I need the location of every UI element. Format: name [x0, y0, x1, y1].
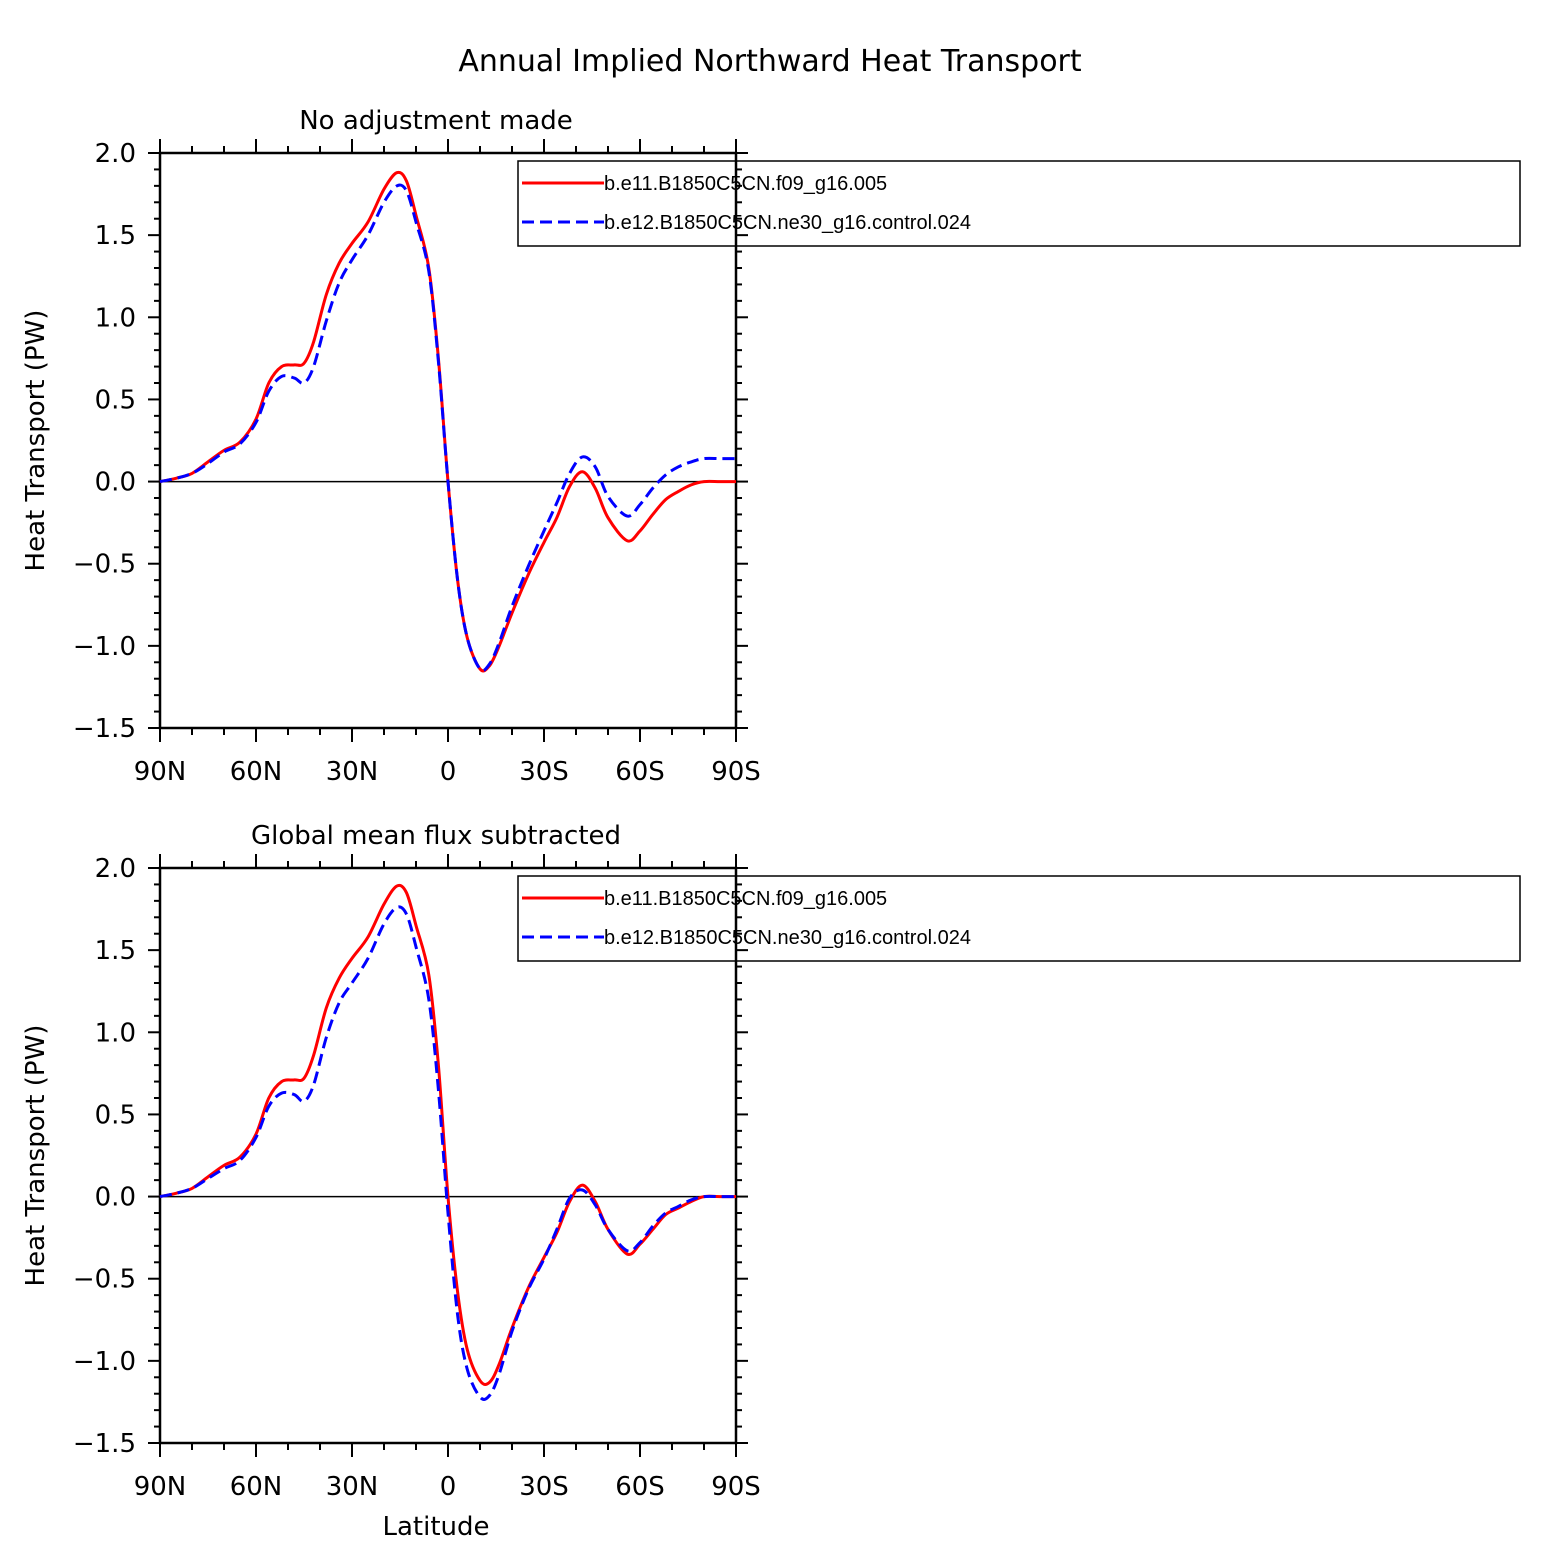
- y-tick-label: −0.5: [73, 550, 136, 580]
- y-tick-label: 1.0: [95, 303, 136, 333]
- legend-label: b.e12.B1850C5CN.ne30_g16.control.024: [604, 212, 971, 234]
- x-tick-label: 60S: [615, 757, 665, 787]
- y-tick-label: 0.0: [95, 468, 136, 498]
- figure-title: Annual Implied Northward Heat Transport: [458, 44, 1082, 79]
- y-tick-label: 1.5: [95, 936, 136, 966]
- series-line-1: [159, 170, 736, 673]
- legend-label: b.e11.B1850C5CN.f09_g16.005: [604, 888, 887, 910]
- legend: b.e11.B1850C5CN.f09_g16.005 b.e12.B1850C5…: [517, 160, 1521, 247]
- x-axis-label: Latitude: [382, 1512, 489, 1541]
- x-tick-label: 30N: [326, 757, 379, 787]
- x-tick-label: 30S: [519, 757, 569, 787]
- y-tick-label: −1.5: [73, 714, 136, 744]
- x-tick-label: 90S: [711, 757, 761, 787]
- y-tick-label: 0.0: [95, 1183, 136, 1213]
- x-tick-label: 60S: [615, 1472, 665, 1502]
- y-tick-label: −1.0: [73, 1347, 136, 1377]
- y-tick-label: 1.5: [95, 221, 136, 251]
- plot-frame: [158, 866, 738, 1445]
- legend-label: b.e11.B1850C5CN.f09_g16.005: [604, 173, 887, 195]
- x-tick-label: 30N: [326, 1472, 379, 1502]
- y-tick-label: 0.5: [95, 1100, 136, 1130]
- legend-box: [517, 160, 1521, 247]
- legend: b.e11.B1850C5CN.f09_g16.005 b.e12.B1850C5…: [517, 875, 1521, 962]
- legend-label: b.e12.B1850C5CN.ne30_g16.control.024: [604, 927, 971, 949]
- series-line-2: [159, 183, 736, 673]
- x-tick-label: 90N: [134, 1472, 187, 1502]
- chart-panel-2: Global mean flux subtracted 2.0 1.5 1.0 0.5 0…: [21, 821, 1521, 1541]
- x-tick-label: 60N: [230, 1472, 283, 1502]
- x-tick-label: 30S: [519, 1472, 569, 1502]
- chart-panel-1: No adjustment made 2.0 1.5 1.0 0.5 0.0 −0.5 −1.…: [21, 106, 1521, 787]
- y-tick-label: 2.0: [95, 139, 136, 169]
- y-tick-label: −1.5: [73, 1429, 136, 1459]
- y-tick-label: 2.0: [95, 854, 136, 884]
- x-tick-label: 0: [440, 1472, 457, 1502]
- x-tick-label: 0: [440, 757, 457, 787]
- chart-panels: No adjustment made 2.0 1.5 1.0 0.5 0.0 −0.5 −1.…: [21, 106, 1521, 1541]
- y-tick-label: 0.5: [95, 385, 136, 415]
- y-tick-label: −1.0: [73, 632, 136, 662]
- legend-box: [517, 875, 1521, 962]
- y-tick-label: 1.0: [95, 1018, 136, 1048]
- x-tick-label: 90S: [711, 1472, 761, 1502]
- x-tick-label: 60N: [230, 757, 283, 787]
- panel-title: Global mean flux subtracted: [251, 821, 621, 851]
- y-tick-label: −0.5: [73, 1265, 136, 1295]
- plot-frame: [158, 151, 738, 730]
- series-line-2: [159, 905, 736, 1401]
- x-tick-label: 90N: [134, 757, 187, 787]
- y-axis-label: Heat Transport (PW): [21, 1025, 51, 1287]
- y-axis-label: Heat Transport (PW): [21, 310, 51, 572]
- series-line-1: [159, 883, 736, 1386]
- panel-title: No adjustment made: [299, 106, 573, 136]
